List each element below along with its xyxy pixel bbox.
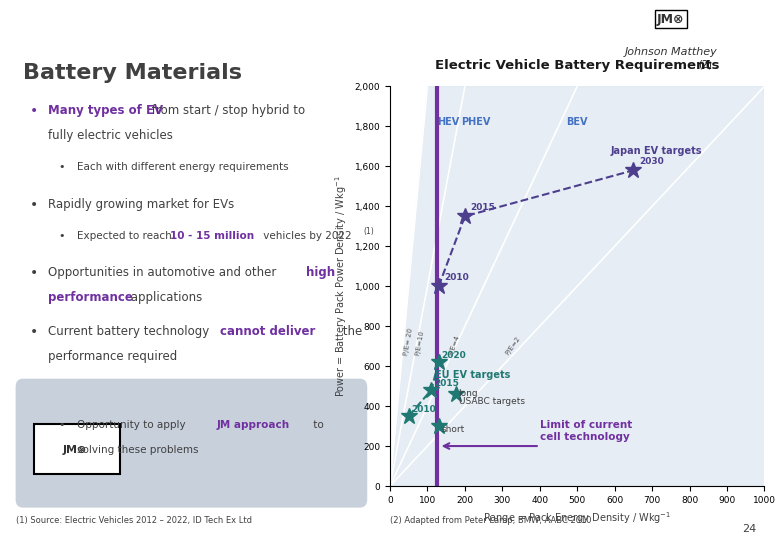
Text: (2): (2) <box>698 59 712 69</box>
Text: PHEV: PHEV <box>462 117 491 127</box>
Text: P/E=2: P/E=2 <box>504 335 521 356</box>
Text: Limit of current
cell technology: Limit of current cell technology <box>540 421 632 442</box>
Text: 24: 24 <box>742 524 756 534</box>
Text: Rapidly growing market for EVs: Rapidly growing market for EVs <box>48 198 234 211</box>
Text: P/E=10: P/E=10 <box>414 330 425 356</box>
Text: Many types of EV: Many types of EV <box>48 104 163 117</box>
Text: short: short <box>441 425 465 434</box>
Text: applications: applications <box>127 292 202 305</box>
Text: 2015: 2015 <box>470 203 495 212</box>
Text: USABC targets: USABC targets <box>459 397 524 406</box>
Text: JM⊗: JM⊗ <box>62 445 87 455</box>
Text: •: • <box>58 163 66 172</box>
Text: Opportunities in automotive and other: Opportunities in automotive and other <box>48 266 280 279</box>
Text: 2015: 2015 <box>434 379 459 388</box>
Text: •: • <box>30 104 38 118</box>
Text: •: • <box>30 198 38 212</box>
X-axis label: Range = Pack Energy Density / Wkg$^{-1}$: Range = Pack Energy Density / Wkg$^{-1}$ <box>483 510 672 526</box>
Text: fully electric vehicles: fully electric vehicles <box>48 129 172 142</box>
Text: Opportunity to apply: Opportunity to apply <box>76 420 189 430</box>
Text: high: high <box>307 266 335 279</box>
FancyBboxPatch shape <box>16 379 367 508</box>
Text: vehicles by 2022: vehicles by 2022 <box>260 231 351 241</box>
Text: solving these problems: solving these problems <box>76 445 198 455</box>
Text: (1) Source: Electric Vehicles 2012 – 2022, ID Tech Ex Ltd: (1) Source: Electric Vehicles 2012 – 202… <box>16 516 252 525</box>
Text: (2) Adapted from Peter Lamp, BMW, AABC 2010: (2) Adapted from Peter Lamp, BMW, AABC 2… <box>390 516 591 525</box>
Text: •: • <box>30 266 38 280</box>
Text: P/E= 20: P/E= 20 <box>403 328 414 356</box>
Text: 2030: 2030 <box>639 157 664 166</box>
Y-axis label: Power = Battery Pack Power Density / Wkg$^{-1}$: Power = Battery Pack Power Density / Wkg… <box>333 176 349 397</box>
Text: 2020: 2020 <box>441 351 466 360</box>
Text: Japan EV targets: Japan EV targets <box>611 146 703 157</box>
Text: Current battery technology: Current battery technology <box>48 325 213 338</box>
Text: P/E=4: P/E=4 <box>448 334 461 356</box>
Text: cannot deliver: cannot deliver <box>220 325 315 338</box>
FancyBboxPatch shape <box>34 424 119 474</box>
Text: (1): (1) <box>363 227 374 236</box>
Text: performance required: performance required <box>48 349 177 362</box>
Text: EU EV targets: EU EV targets <box>435 370 510 380</box>
Text: 10 - 15 million: 10 - 15 million <box>170 231 254 241</box>
Text: to: to <box>310 420 324 430</box>
Text: Johnson Matthey: Johnson Matthey <box>625 47 717 57</box>
Text: •: • <box>30 325 38 339</box>
Text: the: the <box>339 325 362 338</box>
Text: BEV: BEV <box>566 117 588 127</box>
Text: Electric Vehicle Battery Requirements: Electric Vehicle Battery Requirements <box>435 59 719 72</box>
Text: HEV: HEV <box>437 117 459 127</box>
Text: 2010: 2010 <box>445 273 469 282</box>
Text: performance: performance <box>48 292 133 305</box>
Text: •: • <box>58 420 66 430</box>
Text: 2010: 2010 <box>412 405 437 414</box>
Text: •: • <box>58 231 66 241</box>
Polygon shape <box>390 86 764 486</box>
Text: Battery Materials: Battery Materials <box>23 63 243 83</box>
Text: Each with different energy requirements: Each with different energy requirements <box>76 163 289 172</box>
Text: from start / stop hybrid to: from start / stop hybrid to <box>148 104 306 117</box>
Text: long: long <box>459 389 478 398</box>
Text: Expected to reach: Expected to reach <box>76 231 175 241</box>
Text: JM⊗: JM⊗ <box>657 13 685 26</box>
Text: JM approach: JM approach <box>217 420 289 430</box>
